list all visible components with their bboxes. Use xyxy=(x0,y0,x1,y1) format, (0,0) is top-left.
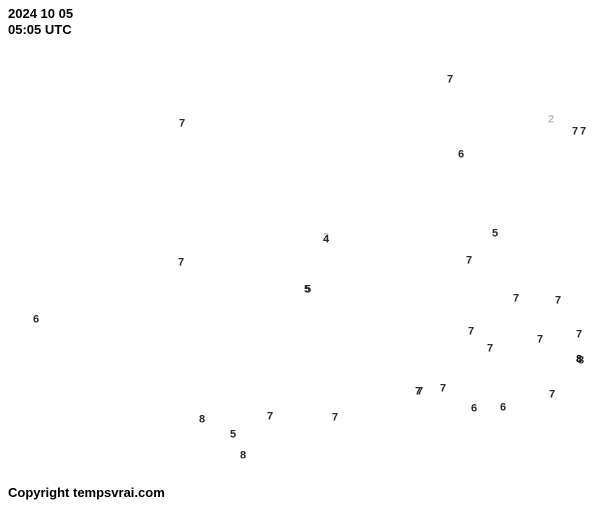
observation-value: 7 xyxy=(447,75,453,86)
observation-value: 7 xyxy=(549,390,555,401)
date-line: 2024 10 05 xyxy=(8,6,73,22)
observation-value: 6 xyxy=(458,150,464,161)
observation-value: 7 xyxy=(513,294,519,305)
observation-value: 8 xyxy=(199,415,205,426)
timestamp-header: 2024 10 05 05:05 UTC xyxy=(8,6,73,39)
observation-value: 5 xyxy=(492,229,498,240)
time-line: 05:05 UTC xyxy=(8,22,73,38)
observation-value: 7 xyxy=(580,127,586,138)
observation-value: 5 xyxy=(305,285,311,296)
observation-value: 7 xyxy=(417,387,423,398)
observation-value: 2 xyxy=(548,115,554,126)
observation-value: 8 xyxy=(578,356,584,367)
observation-value: 7 xyxy=(466,256,472,267)
observation-value: 7 xyxy=(332,413,338,424)
observation-value: 7 xyxy=(487,344,493,355)
observation-value: 7 xyxy=(178,258,184,269)
observation-value: 7 xyxy=(267,412,273,423)
observation-value: 7 xyxy=(179,119,185,130)
observation-value: 7 xyxy=(576,330,582,341)
observation-value: 7 xyxy=(468,327,474,338)
copyright-footer: Copyright tempsvrai.com xyxy=(8,485,165,500)
observation-value: 7 xyxy=(555,296,561,307)
observation-value: 6 xyxy=(500,403,506,414)
observation-value: 7 xyxy=(537,335,543,346)
observation-value: 7 xyxy=(572,127,578,138)
observation-value: 6 xyxy=(471,404,477,415)
observation-value: 8 xyxy=(240,451,246,462)
observation-value: 5 xyxy=(230,430,236,441)
observation-value: 7 xyxy=(440,384,446,395)
observation-value: 4 xyxy=(323,235,329,246)
observation-value: 6 xyxy=(33,315,39,326)
